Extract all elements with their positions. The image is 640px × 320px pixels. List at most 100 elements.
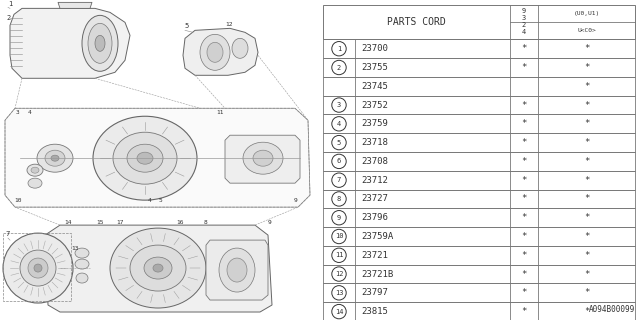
Text: 23700: 23700 — [361, 44, 388, 53]
Text: 13: 13 — [335, 290, 343, 296]
Text: 7: 7 — [5, 231, 9, 237]
Text: *: * — [522, 138, 527, 147]
Ellipse shape — [137, 152, 153, 164]
Bar — [323, 265, 635, 284]
Text: 23752: 23752 — [361, 100, 388, 109]
Text: 2: 2 — [337, 65, 341, 70]
Ellipse shape — [144, 257, 172, 279]
Polygon shape — [225, 135, 300, 183]
Text: 13: 13 — [71, 245, 79, 251]
Text: 23815: 23815 — [361, 307, 388, 316]
Text: U<C0>: U<C0> — [577, 28, 596, 33]
Ellipse shape — [127, 144, 163, 172]
Text: *: * — [522, 251, 527, 260]
Text: 1: 1 — [337, 46, 341, 52]
Bar — [323, 77, 635, 96]
Text: 1: 1 — [8, 1, 12, 7]
Text: PARTS CORD: PARTS CORD — [387, 17, 446, 27]
Bar — [3, 233, 71, 301]
Text: 9: 9 — [337, 215, 341, 221]
Text: *: * — [522, 269, 527, 278]
Polygon shape — [45, 225, 272, 312]
Text: *: * — [522, 232, 527, 241]
Text: *: * — [522, 195, 527, 204]
Text: 3: 3 — [337, 102, 341, 108]
Text: (U0,U1): (U0,U1) — [573, 12, 600, 16]
Text: *: * — [584, 288, 589, 297]
Bar — [323, 96, 635, 115]
Ellipse shape — [110, 228, 206, 308]
Ellipse shape — [219, 248, 255, 292]
Text: 11: 11 — [216, 110, 224, 115]
Text: 12: 12 — [225, 22, 232, 27]
Text: *: * — [522, 63, 527, 72]
Ellipse shape — [37, 144, 73, 172]
Text: 7: 7 — [337, 177, 341, 183]
Ellipse shape — [75, 248, 89, 258]
Text: 4: 4 — [337, 121, 341, 127]
Bar — [323, 115, 635, 133]
Ellipse shape — [227, 258, 247, 282]
Text: 23708: 23708 — [361, 157, 388, 166]
Text: 23759A: 23759A — [361, 232, 393, 241]
Text: 23727: 23727 — [361, 195, 388, 204]
Polygon shape — [10, 8, 130, 78]
Text: A094B00099: A094B00099 — [589, 305, 635, 314]
Text: *: * — [522, 307, 527, 316]
Text: 2: 2 — [6, 15, 10, 21]
Polygon shape — [58, 2, 92, 8]
Text: *: * — [522, 44, 527, 53]
Text: 8: 8 — [337, 196, 341, 202]
Ellipse shape — [51, 155, 59, 161]
Ellipse shape — [95, 35, 105, 51]
Text: *: * — [584, 251, 589, 260]
Text: *: * — [584, 232, 589, 241]
Ellipse shape — [232, 38, 248, 58]
Text: *: * — [584, 138, 589, 147]
Text: *: * — [584, 119, 589, 128]
Ellipse shape — [243, 142, 283, 174]
Text: *: * — [584, 307, 589, 316]
Text: 23759: 23759 — [361, 119, 388, 128]
Text: *: * — [584, 195, 589, 204]
Bar — [323, 58, 635, 77]
Text: *: * — [584, 157, 589, 166]
Text: *: * — [584, 269, 589, 278]
Bar — [323, 133, 635, 152]
Text: 23745: 23745 — [361, 82, 388, 91]
Bar — [323, 227, 635, 246]
Text: 5: 5 — [337, 140, 341, 146]
Text: 4: 4 — [148, 198, 152, 203]
Text: 8: 8 — [203, 220, 207, 225]
Text: 23721: 23721 — [361, 251, 388, 260]
Text: *: * — [584, 82, 589, 91]
Text: *: * — [522, 119, 527, 128]
Text: 23797: 23797 — [361, 288, 388, 297]
Bar — [323, 171, 635, 189]
Ellipse shape — [20, 250, 56, 286]
Ellipse shape — [76, 273, 88, 283]
Ellipse shape — [34, 264, 42, 272]
Polygon shape — [206, 240, 268, 300]
Ellipse shape — [3, 233, 73, 303]
Text: *: * — [584, 176, 589, 185]
Bar — [323, 284, 635, 302]
Ellipse shape — [207, 42, 223, 62]
Ellipse shape — [28, 178, 42, 188]
Text: 23721B: 23721B — [361, 269, 393, 278]
Ellipse shape — [113, 132, 177, 184]
Ellipse shape — [153, 264, 163, 272]
Polygon shape — [183, 28, 258, 75]
Ellipse shape — [45, 150, 65, 166]
Bar — [323, 5, 635, 39]
Ellipse shape — [93, 116, 197, 200]
Text: *: * — [522, 100, 527, 109]
Bar — [323, 189, 635, 208]
Bar — [323, 39, 635, 58]
Text: *: * — [584, 44, 589, 53]
Text: *: * — [522, 157, 527, 166]
Ellipse shape — [253, 150, 273, 166]
Ellipse shape — [130, 245, 186, 291]
Text: 3: 3 — [522, 15, 526, 21]
Text: 14: 14 — [335, 308, 343, 315]
